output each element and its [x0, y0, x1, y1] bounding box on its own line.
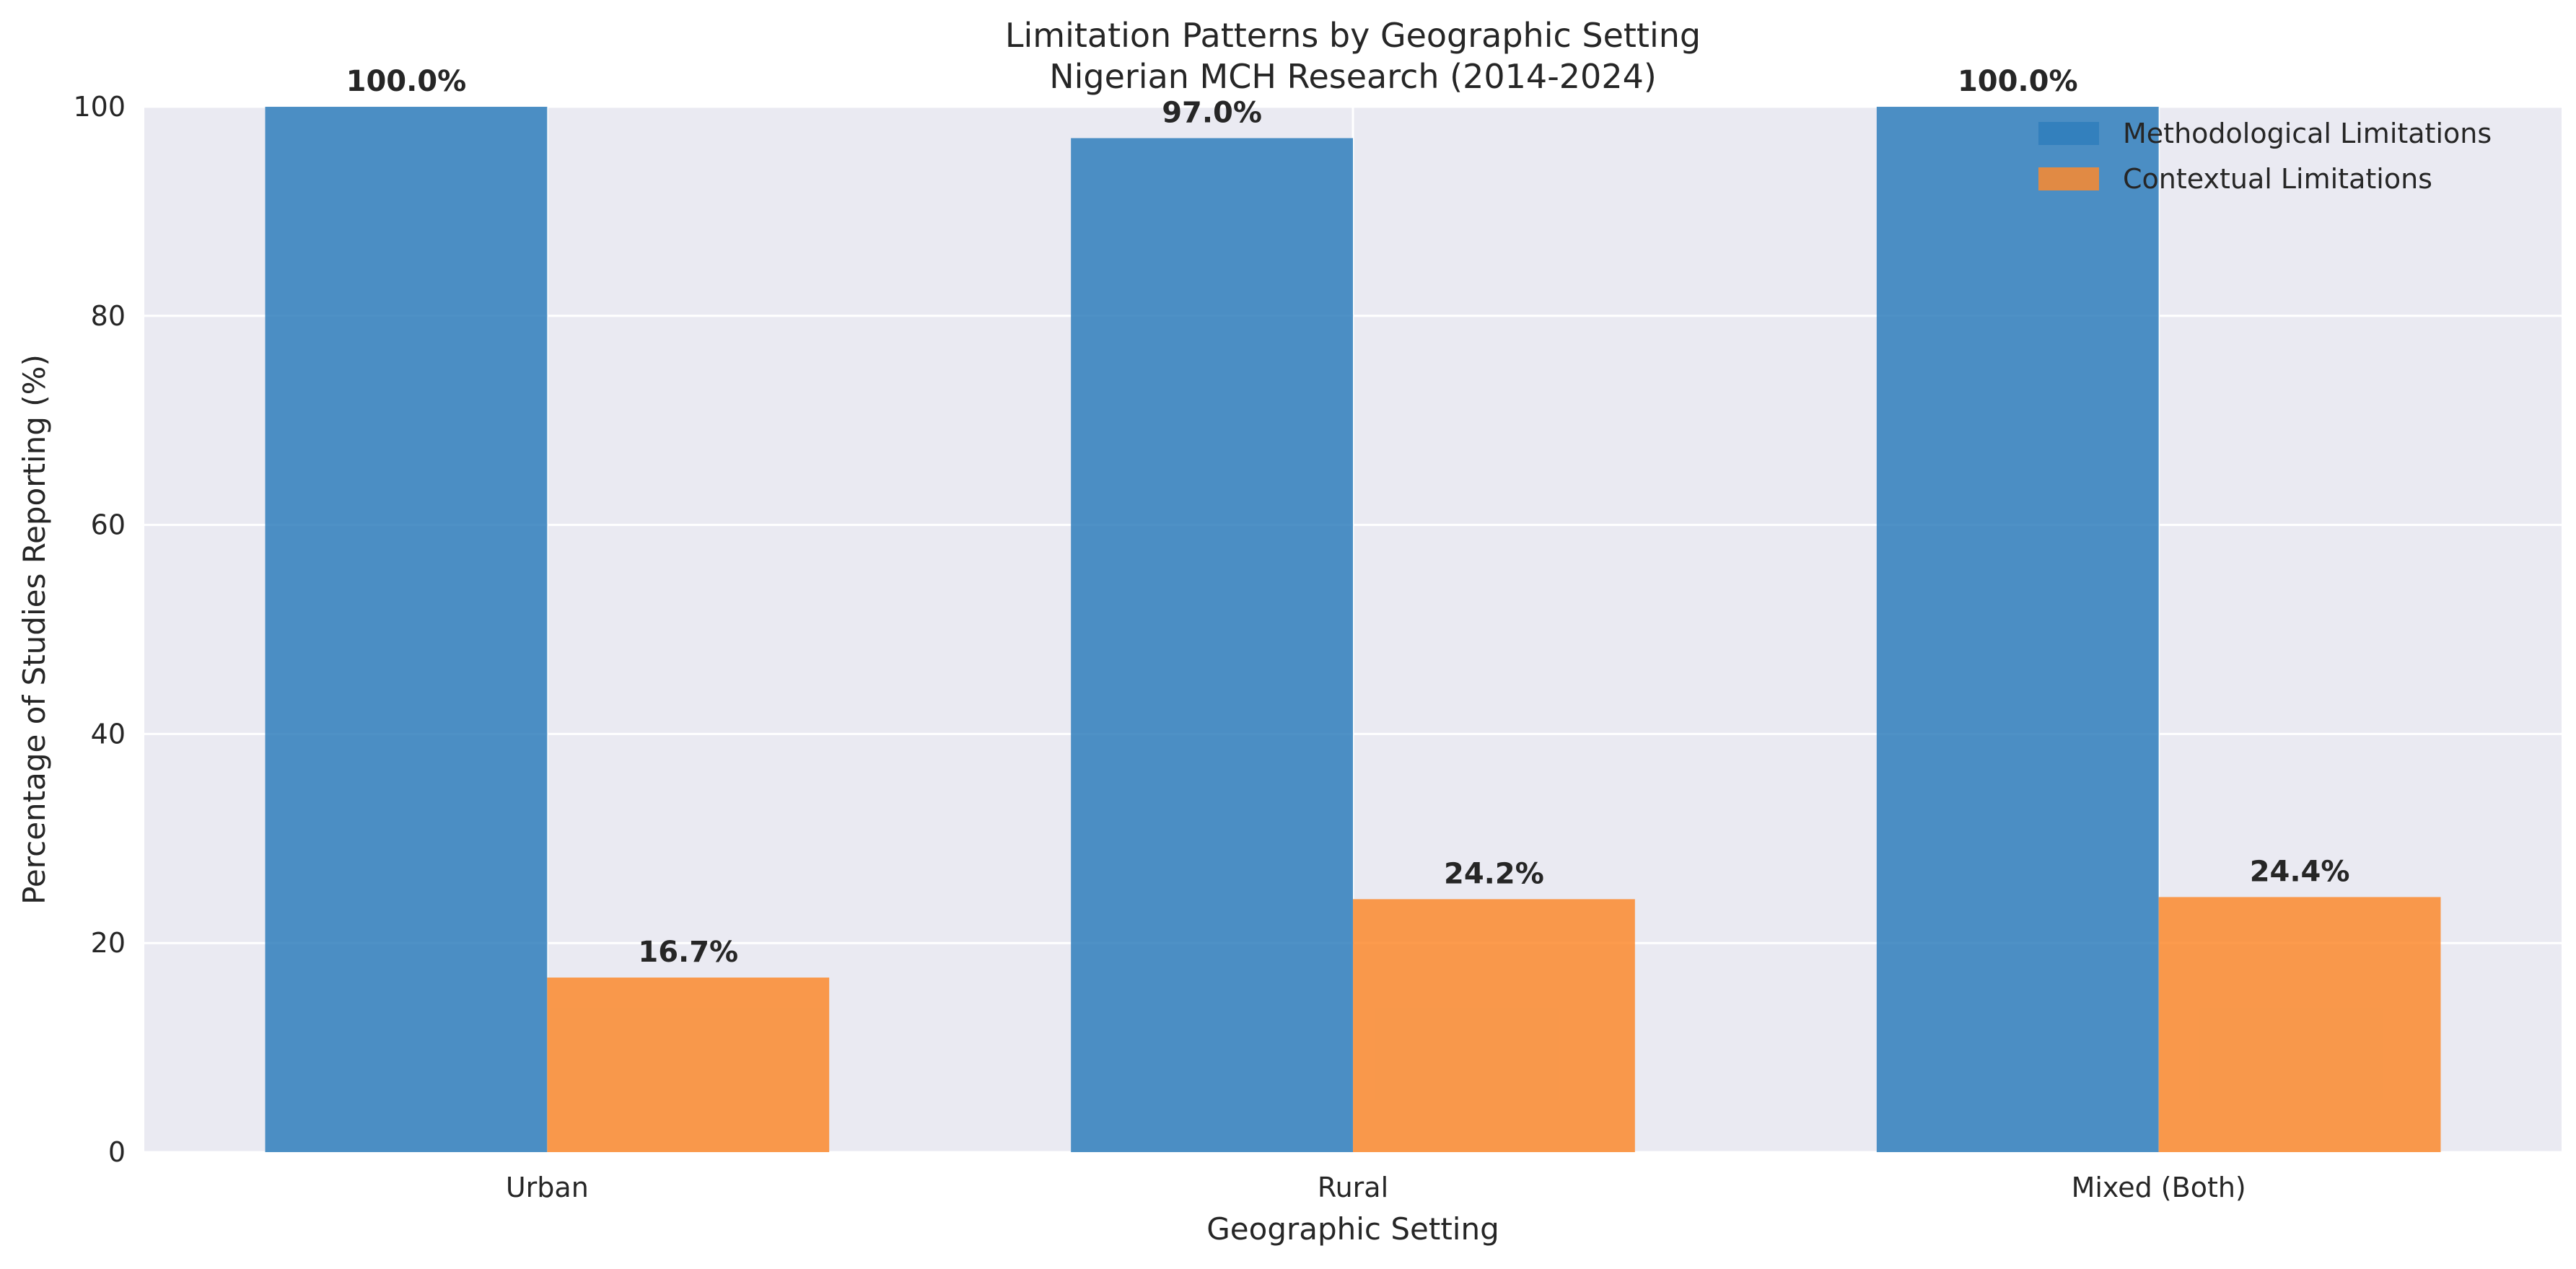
- legend-swatch-methodological: [2038, 122, 2099, 145]
- data-labels-group: 100.0% 97.0% 100.0% 16.7% 24.2% 24.4%: [346, 65, 2350, 969]
- y-tick-label: 40: [91, 718, 126, 750]
- legend-swatch-contextual: [2038, 167, 2099, 190]
- legend-label-contextual: Contextual Limitations: [2123, 163, 2432, 195]
- y-tick-label: 60: [91, 509, 126, 541]
- y-tick-label: 100: [73, 91, 126, 123]
- y-tick-label: 0: [108, 1136, 126, 1168]
- data-label-methodological-1: 97.0%: [1162, 96, 1262, 129]
- bar-contextual-2: [2158, 897, 2441, 1152]
- x-tick-label: Mixed (Both): [2072, 1172, 2246, 1203]
- x-tick-label: Rural: [1318, 1172, 1388, 1203]
- bar-contextual-1: [1353, 899, 1635, 1152]
- data-label-contextual-2: 24.4%: [2250, 855, 2350, 888]
- chart-title: Limitation Patterns by Geographic Settin…: [1005, 16, 1701, 55]
- bars-group: [265, 107, 2441, 1153]
- x-axis-label: Geographic Setting: [1206, 1211, 1499, 1247]
- data-label-methodological-2: 100.0%: [1958, 65, 2078, 98]
- bar-methodological-1: [1071, 138, 1353, 1153]
- data-label-contextual-1: 24.2%: [1444, 857, 1544, 890]
- y-axis-label: Percentage of Studies Reporting (%): [17, 354, 52, 905]
- y-tick-label: 80: [91, 300, 126, 332]
- bar-methodological-2: [1876, 107, 2159, 1152]
- bar-methodological-0: [265, 107, 548, 1152]
- tick-labels-group: 0 20 40 60 80 100 Urban Rural Mixed (Both): [73, 91, 2246, 1203]
- x-tick-label: Urban: [506, 1172, 589, 1203]
- y-tick-label: 20: [91, 927, 126, 959]
- chart-subtitle: Nigerian MCH Research (2014-2024): [1049, 57, 1657, 96]
- data-label-contextual-0: 16.7%: [638, 936, 738, 969]
- legend-label-methodological: Methodological Limitations: [2123, 118, 2492, 149]
- bar-contextual-0: [547, 978, 830, 1152]
- legend: Methodological Limitations Contextual Li…: [2038, 118, 2492, 195]
- data-label-methodological-0: 100.0%: [346, 65, 467, 98]
